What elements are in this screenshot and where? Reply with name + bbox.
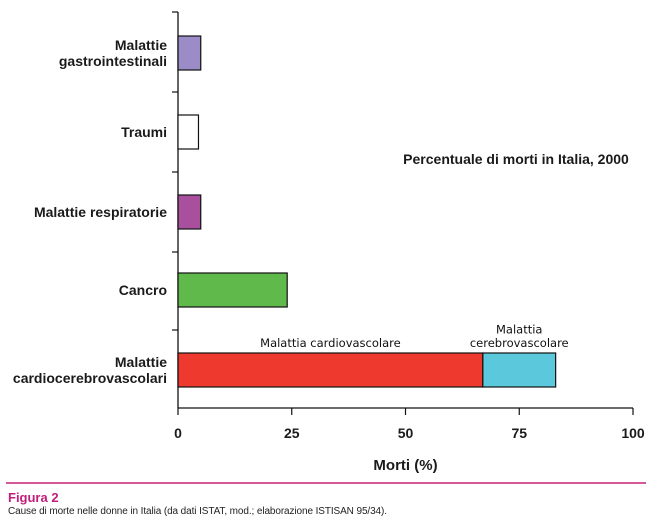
bar-5-segment-1 xyxy=(177,352,484,388)
bar-chart: 0 25 50 75 100 Morti (%) Percentuale di morti … xyxy=(13,11,645,474)
figure-label: Figura 2 xyxy=(8,490,59,505)
bar-2-segment-1 xyxy=(177,114,200,150)
category-label-3: Malattie respiratorie xyxy=(34,204,167,220)
x-tick-label-75: 75 xyxy=(511,425,527,441)
bar-3-segment-1 xyxy=(177,194,202,230)
figure-caption: Cause di morte nelle donne in Italia (da… xyxy=(8,506,387,517)
x-tick-label-25: 25 xyxy=(284,425,300,441)
category-label-2: Traumi xyxy=(121,124,167,140)
category-label-5: Malattie cardiocerebrovascolari xyxy=(13,354,167,386)
bar-4-segment-1 xyxy=(177,272,288,308)
x-tick-label-0: 0 xyxy=(174,425,182,441)
x-axis-title: Morti (%) xyxy=(373,457,437,474)
bar-5-segment-2 xyxy=(482,352,557,388)
x-tick-label-50: 50 xyxy=(398,425,414,441)
chart-title: Percentuale di morti in Italia, 2000 xyxy=(403,151,629,167)
x-tick-label-100: 100 xyxy=(621,425,645,441)
category-label-4: Cancro xyxy=(119,282,167,298)
caption-divider xyxy=(6,482,646,484)
category-label-1: Malattie gastrointestinali xyxy=(59,37,167,69)
segment-label-5-1: Malattia cardiovascolare xyxy=(260,336,401,350)
segment-label-5-2: Malattia cerebrovascolare xyxy=(470,323,569,351)
bar-1-segment-1 xyxy=(177,35,202,71)
